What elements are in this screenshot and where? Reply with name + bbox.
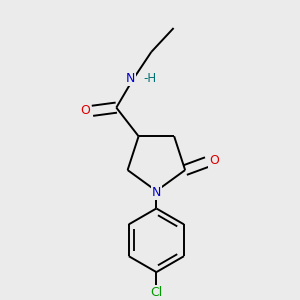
Text: N: N xyxy=(152,186,161,199)
Text: O: O xyxy=(209,154,219,167)
Text: -H: -H xyxy=(143,73,156,85)
Text: Cl: Cl xyxy=(150,286,163,299)
Text: O: O xyxy=(80,104,90,117)
Text: N: N xyxy=(126,73,135,85)
